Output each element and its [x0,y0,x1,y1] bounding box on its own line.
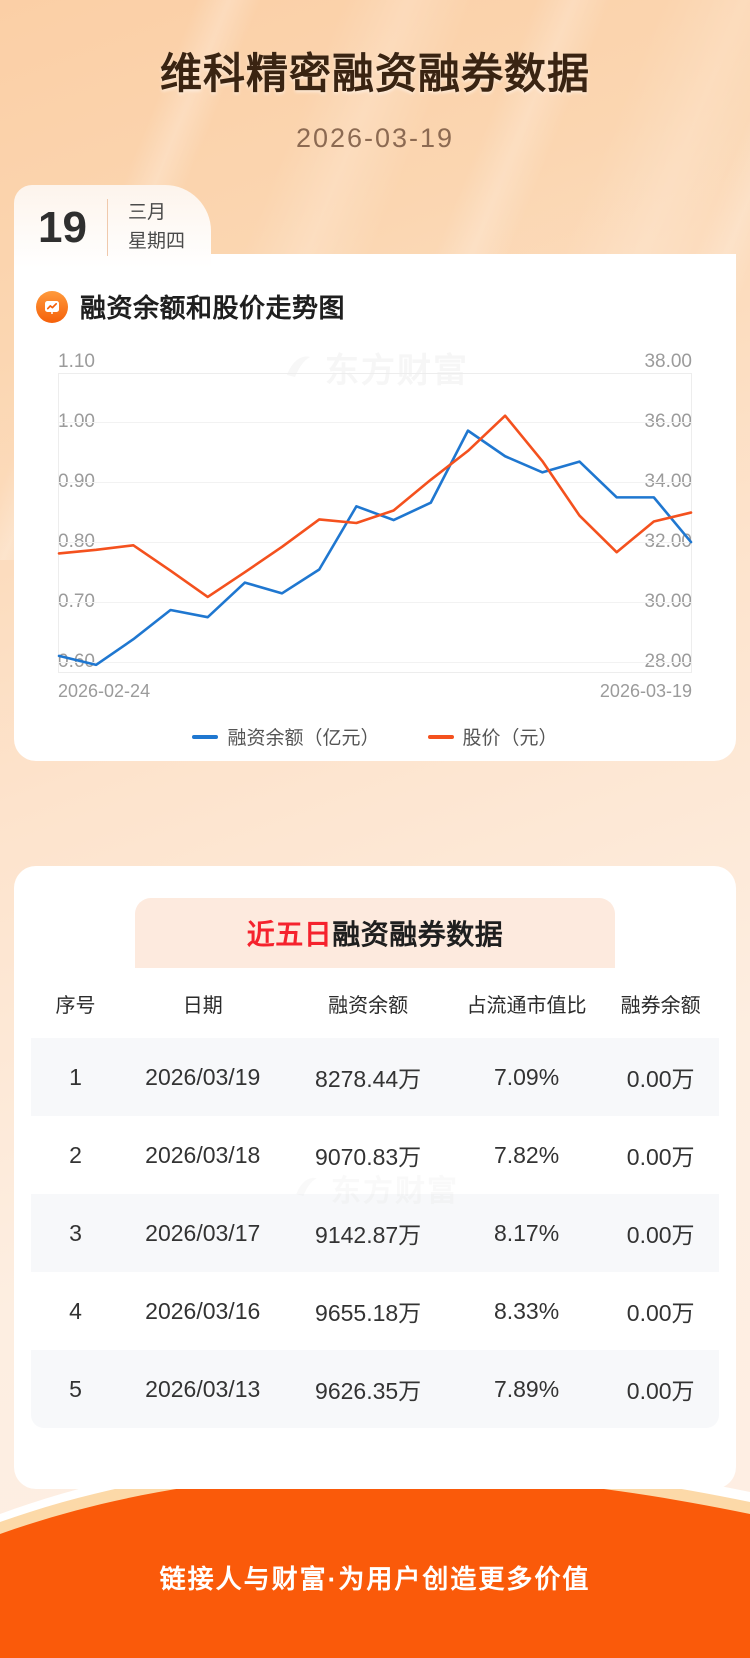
cell-financing-balance: 8278.44万 [315,1066,422,1092]
calendar-detail: 三月 星期四 [106,199,185,256]
cell-financing-balance: 9626.35万 [315,1378,422,1404]
y-left-tick-5: 0.70 [58,591,95,612]
chart-series-price [59,416,691,597]
table-row: 4 2026/03/16 9655.18万 8.33% 0.00万 [31,1272,719,1350]
chart-plot-area [58,373,692,673]
y-right-tick-1: 38.00 [644,351,692,372]
legend-swatch-price [427,734,454,739]
cell-index: 1 [69,1063,82,1090]
calendar-day: 19 [38,202,87,252]
legend-label-price: 股价（元） [462,728,558,749]
cell-market-ratio: 8.33% [493,1297,560,1324]
cell-short-balance: 0.00万 [626,1066,695,1092]
y-left-tick-1: 1.10 [58,351,95,372]
table-row: 3 2026/03/17 9142.87万 8.17% 0.00万 [31,1194,719,1272]
cell-financing-balance: 9142.87万 [315,1222,422,1248]
cell-date: 2026/03/16 [145,1297,261,1324]
page-date: 2026-03-19 [295,123,455,153]
cell-date: 2026/03/18 [145,1141,261,1168]
chart-lines [59,374,691,672]
cell-market-ratio: 8.17% [493,1219,560,1246]
table-row: 2 2026/03/18 9070.83万 7.82% 0.00万 [31,1116,719,1194]
cell-market-ratio: 7.89% [493,1375,560,1402]
column-header-date: 日期 [182,995,223,1017]
footer: 链接人与财富·为用户创造更多价值 [0,1418,750,1658]
chart-series-financing [59,431,691,665]
table-banner-title: 近五日融资融券数据 [247,913,504,953]
y-right-tick-2: 36.00 [644,411,692,432]
legend-item-price[interactable]: 股价（元） [427,723,558,750]
page-title: 维科精密融资融券数据 [159,50,590,97]
column-header-index: 序号 [55,995,96,1017]
cell-short-balance: 0.00万 [626,1222,695,1248]
chart-legend: 融资余额（亿元） 股价（元） [36,723,714,750]
x-tick-end: 2026-03-19 [599,681,692,701]
cell-short-balance: 0.00万 [626,1144,695,1170]
column-header-ratio: 占流通市值比 [466,995,587,1017]
calendar-card: 19 三月 星期四 [14,185,211,268]
x-tick-start: 2026-02-24 [58,681,151,701]
cell-index: 3 [69,1219,82,1246]
cell-short-balance: 0.00万 [626,1378,695,1404]
chart: 东方财富 1.10 1.00 0.90 0.80 0.70 0.60 38.00… [36,351,714,749]
chart-card: 融资余额和股价走势图 东方财富 1.10 1.00 0.90 0.80 0.70… [14,254,736,761]
cell-market-ratio: 7.09% [493,1063,560,1090]
hero-header: 维科精密融资融券数据 2026-03-19 [0,0,750,154]
y-left-tick-3: 0.90 [58,471,95,492]
table-body: 1 2026/03/19 8278.44万 7.09% 0.00万 2 2026/03/18… [31,1038,719,1428]
chart-section-header: 融资余额和股价走势图 [36,288,714,325]
chart-section-title: 融资余额和股价走势图 [80,293,346,323]
footer-slogan: 链接人与财富·为用户创造更多价值 [159,1564,591,1594]
legend-item-financing[interactable]: 融资余额（亿元） [192,723,380,750]
margin-trading-table: 序号 日期 融资余额 占流通市值比 融券余额 1 2026/03/19 8278.4… [30,968,720,1429]
cell-financing-balance: 9070.83万 [315,1144,422,1170]
y-right-tick-5: 30.00 [644,591,692,612]
column-header-short: 融券余额 [620,995,701,1017]
cell-date: 2026/03/13 [145,1375,261,1402]
cell-market-ratio: 7.82% [493,1141,560,1168]
y-left-tick-2: 1.00 [58,411,95,432]
table-banner: 近五日融资融券数据 [135,898,615,968]
cell-financing-balance: 9655.18万 [315,1300,422,1326]
y-right-tick-6: 28.00 [644,651,692,672]
table-banner-highlight: 近五日 [246,919,333,950]
table-banner-rest: 融资融券数据 [332,919,504,950]
footer-curve [0,1451,750,1658]
calendar-month: 三月 [127,202,166,223]
y-right-tick-3: 34.00 [644,471,692,492]
y-left-tick-6: 0.60 [58,651,95,672]
cell-index: 4 [69,1297,82,1324]
table-row: 1 2026/03/19 8278.44万 7.09% 0.00万 [31,1038,719,1116]
legend-swatch-financing [192,734,219,739]
calendar-weekday: 星期四 [127,230,185,252]
legend-label-financing: 融资余额（亿元） [227,728,380,749]
column-header-balance: 融资余额 [328,995,409,1017]
cell-date: 2026/03/19 [145,1063,261,1090]
cell-index: 5 [69,1375,82,1402]
table-row: 5 2026/03/13 9626.35万 7.89% 0.00万 [31,1350,719,1428]
cell-index: 2 [69,1141,82,1168]
table-header-row: 序号 日期 融资余额 占流通市值比 融券余额 [31,969,719,1038]
y-right-tick-4: 32.00 [644,531,692,552]
y-left-tick-4: 0.80 [58,531,95,552]
cell-short-balance: 0.00万 [626,1300,695,1326]
cell-date: 2026/03/17 [145,1219,261,1246]
chart-trend-icon [36,290,68,323]
